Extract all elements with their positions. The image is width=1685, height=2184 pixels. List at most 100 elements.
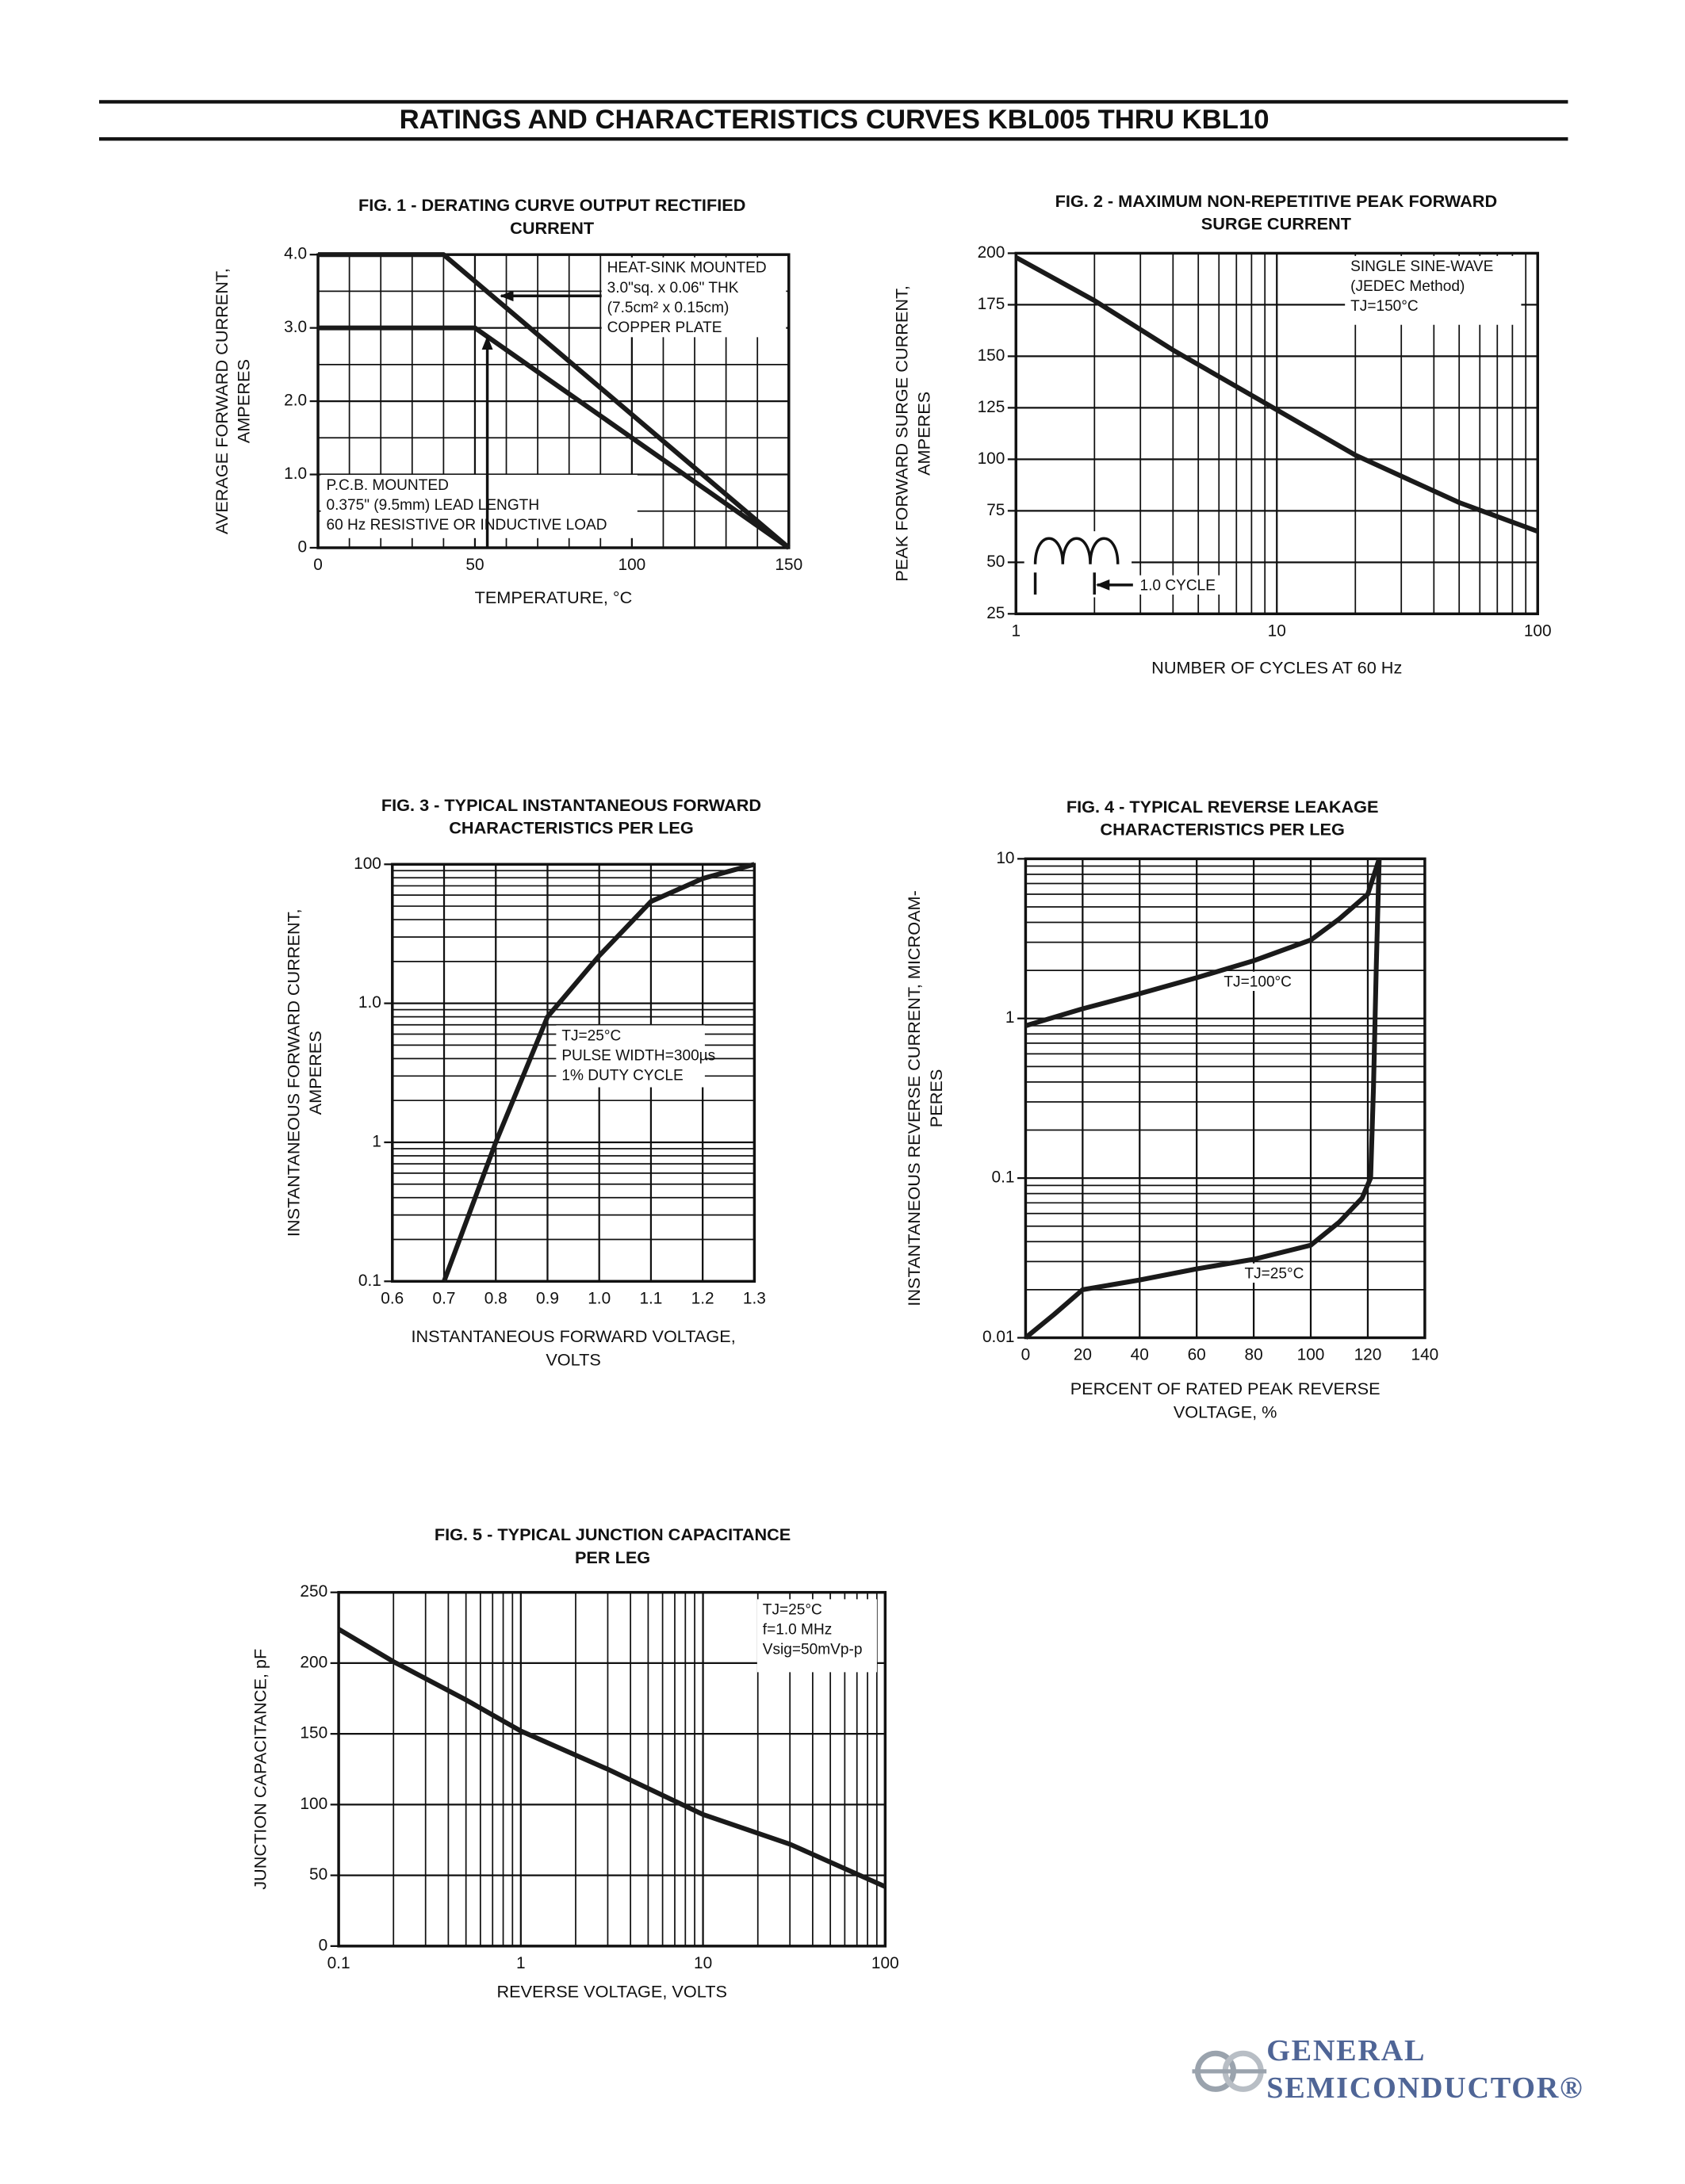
y-tick-label: 0 [319, 1936, 328, 1954]
y-axis-label: AVERAGE FORWARD CURRENT, [212, 268, 232, 534]
x-tick-label: 1.0 [588, 1289, 611, 1307]
chart-title: CHARACTERISTICS PER LEG [449, 818, 693, 838]
x-tick-label: 40 [1131, 1346, 1149, 1364]
y-axis-label: JUNCTION CAPACITANCE, pF [251, 1649, 270, 1890]
annotation: 1.0 CYCLE [1139, 578, 1215, 595]
annotation-box [1239, 1263, 1308, 1283]
x-tick-label: 100 [1297, 1346, 1325, 1364]
y-tick-label: 250 [300, 1582, 327, 1601]
y-tick-label: 50 [986, 553, 1005, 571]
y-tick-label: 1 [372, 1132, 381, 1150]
annotation-box [1134, 575, 1226, 595]
y-tick-label: 2.0 [284, 392, 307, 410]
x-tick-label: 0 [313, 556, 323, 574]
y-tick-label: 100 [300, 1795, 327, 1813]
y-axis-label: AMPERES [305, 1031, 325, 1115]
annotation-box [556, 1025, 705, 1088]
x-tick-label: 80 [1245, 1346, 1263, 1364]
y-axis-label: PERES [926, 1069, 946, 1128]
y-axis-label: PEAK FORWARD SURGE CURRENT, [892, 285, 912, 582]
curve [1024, 859, 1382, 1340]
annotation: Vsig=50mVp-p [763, 1642, 863, 1658]
annotation: TJ=150°C [1350, 298, 1419, 315]
plot-frame [1024, 857, 1427, 1340]
annotation: TJ=25°C [763, 1601, 822, 1618]
x-tick-label: 50 [465, 556, 484, 574]
x-tick-label: 20 [1074, 1346, 1092, 1364]
x-tick-label: 140 [1411, 1346, 1438, 1364]
y-tick-label: 0 [298, 537, 308, 556]
chart-title: PER LEG [575, 1547, 650, 1567]
x-axis-label: NUMBER OF CYCLES AT 60 Hz [1151, 657, 1402, 677]
annotation: P.C.B. MOUNTED [326, 477, 448, 494]
y-axis-label: AMPERES [913, 392, 933, 476]
chart-title: CURRENT [510, 218, 595, 238]
annotation: TJ=25°C [1244, 1266, 1304, 1283]
y-axis-label: INSTANTANEOUS REVERSE CURRENT, MICROAM- [904, 890, 924, 1306]
y-tick-label: 75 [986, 501, 1005, 519]
x-tick-label: 1 [516, 1954, 526, 1972]
x-axis-label: PERCENT OF RATED PEAK REVERSE [1070, 1379, 1381, 1398]
y-tick-label: 3.0 [284, 318, 307, 336]
x-tick-label: 10 [694, 1954, 712, 1972]
curve [1024, 858, 1382, 1028]
x-tick-label: 150 [775, 556, 802, 574]
x-axis-label: VOLTS [546, 1350, 601, 1370]
x-tick-label: 0.7 [433, 1289, 456, 1307]
y-tick-label: 175 [978, 295, 1005, 313]
y-axis-label: AMPERES [234, 359, 254, 443]
y-axis-label: INSTANTANEOUS FORWARD CURRENT, [283, 908, 303, 1237]
y-tick-label: 25 [986, 604, 1005, 622]
y-tick-label: 0.1 [992, 1168, 1015, 1187]
plot-frame [337, 1590, 887, 1948]
chart-title: FIG. 3 - TYPICAL INSTANTANEOUS FORWARD [381, 795, 761, 815]
logo-text: GENERAL [1266, 2034, 1426, 2067]
y-tick-label: 200 [978, 243, 1005, 262]
x-tick-label: 1.2 [691, 1289, 714, 1307]
y-tick-label: 1.0 [358, 993, 381, 1012]
curve [337, 1627, 887, 1889]
y-tick-label: 125 [978, 398, 1005, 416]
curve [1014, 254, 1539, 534]
annotation: COPPER PLATE [607, 319, 722, 336]
y-tick-label: 50 [309, 1865, 327, 1884]
x-tick-label: 0.9 [536, 1289, 559, 1307]
chart-title: FIG. 2 - MAXIMUM NON-REPETITIVE PEAK FOR… [1055, 191, 1497, 211]
annotation-box [320, 474, 638, 538]
y-tick-label: 4.0 [284, 245, 307, 263]
y-tick-label: 10 [996, 849, 1014, 867]
logo: GENERAL SEMICONDUCTOR® [1192, 2034, 1584, 2105]
annotation: 1% DUTY CYCLE [561, 1068, 683, 1084]
y-tick-label: 100 [354, 855, 381, 873]
annotation-box [1024, 531, 1132, 598]
y-tick-label: 200 [300, 1653, 327, 1671]
x-tick-label: 100 [1524, 622, 1552, 640]
curve [318, 252, 791, 550]
curve [442, 862, 756, 1283]
annotation-box [601, 257, 787, 338]
annotation-box [1345, 255, 1522, 325]
annotation: PULSE WIDTH=300µs [561, 1048, 715, 1065]
x-tick-label: 1.1 [639, 1289, 662, 1307]
annotation: 3.0"sq. x 0.06" THK [607, 280, 739, 296]
x-axis-label: VOLTAGE, % [1174, 1402, 1277, 1422]
logo-text: SEMICONDUCTOR® [1266, 2071, 1584, 2105]
y-tick-label: 1 [1005, 1008, 1015, 1027]
page-title: RATINGS AND CHARACTERISTICS CURVES KBL00… [400, 105, 1269, 135]
x-tick-label: 120 [1354, 1346, 1382, 1364]
chart-title: FIG. 5 - TYPICAL JUNCTION CAPACITANCE [435, 1524, 791, 1544]
annotation: TJ=25°C [561, 1027, 621, 1044]
plot-frame [1014, 251, 1539, 616]
curve [318, 325, 791, 550]
x-tick-label: 60 [1188, 1346, 1206, 1364]
chart-title: SURGE CURRENT [1201, 214, 1352, 234]
annotation-box [1218, 971, 1301, 991]
x-tick-label: 100 [871, 1954, 899, 1972]
y-tick-label: 150 [978, 346, 1005, 365]
y-tick-label: 0.1 [358, 1272, 381, 1290]
annotation: f=1.0 MHz [763, 1621, 832, 1638]
x-tick-label: 10 [1268, 622, 1286, 640]
annotation: (7.5cm² x 0.15cm) [607, 300, 730, 316]
chart-title: FIG. 1 - DERATING CURVE OUTPUT RECTIFIED [358, 195, 745, 215]
